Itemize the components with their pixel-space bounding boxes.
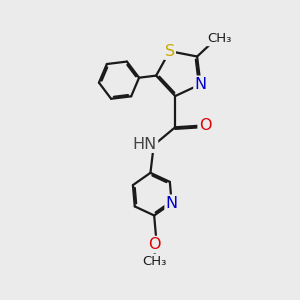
Text: S: S bbox=[165, 44, 175, 59]
Text: N: N bbox=[194, 77, 207, 92]
Text: CH₃: CH₃ bbox=[207, 32, 232, 45]
Text: N: N bbox=[166, 196, 178, 211]
Text: HN: HN bbox=[133, 137, 157, 152]
Text: O: O bbox=[199, 118, 211, 133]
Text: O: O bbox=[148, 237, 161, 252]
Text: CH₃: CH₃ bbox=[142, 255, 166, 268]
